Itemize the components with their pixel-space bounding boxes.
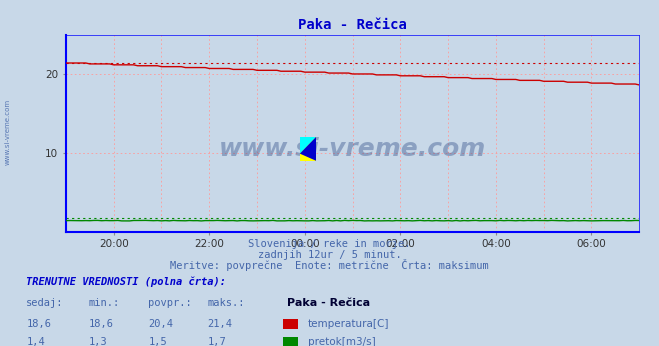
Text: min.:: min.: <box>89 298 120 308</box>
Text: 21,4: 21,4 <box>208 319 233 329</box>
Polygon shape <box>300 137 316 154</box>
Title: Paka - Rečica: Paka - Rečica <box>298 18 407 32</box>
Text: 1,4: 1,4 <box>26 337 45 346</box>
Text: 20,4: 20,4 <box>148 319 173 329</box>
Text: 1,5: 1,5 <box>148 337 167 346</box>
Text: www.si-vreme.com: www.si-vreme.com <box>219 137 486 161</box>
Text: Slovenija / reke in morje.: Slovenija / reke in morje. <box>248 239 411 249</box>
Text: Meritve: povprečne  Enote: metrične  Črta: maksimum: Meritve: povprečne Enote: metrične Črta:… <box>170 259 489 271</box>
Text: sedaj:: sedaj: <box>26 298 64 308</box>
Text: temperatura[C]: temperatura[C] <box>308 319 389 329</box>
Text: 18,6: 18,6 <box>26 319 51 329</box>
Text: maks.:: maks.: <box>208 298 245 308</box>
Text: 1,3: 1,3 <box>89 337 107 346</box>
Text: TRENUTNE VREDNOSTI (polna črta):: TRENUTNE VREDNOSTI (polna črta): <box>26 277 226 288</box>
Text: www.si-vreme.com: www.si-vreme.com <box>5 98 11 165</box>
Text: povpr.:: povpr.: <box>148 298 192 308</box>
Text: Paka - Rečica: Paka - Rečica <box>287 298 370 308</box>
Text: zadnjih 12ur / 5 minut.: zadnjih 12ur / 5 minut. <box>258 250 401 260</box>
Text: 1,7: 1,7 <box>208 337 226 346</box>
Text: 18,6: 18,6 <box>89 319 114 329</box>
Polygon shape <box>300 137 316 161</box>
Text: pretok[m3/s]: pretok[m3/s] <box>308 337 376 346</box>
